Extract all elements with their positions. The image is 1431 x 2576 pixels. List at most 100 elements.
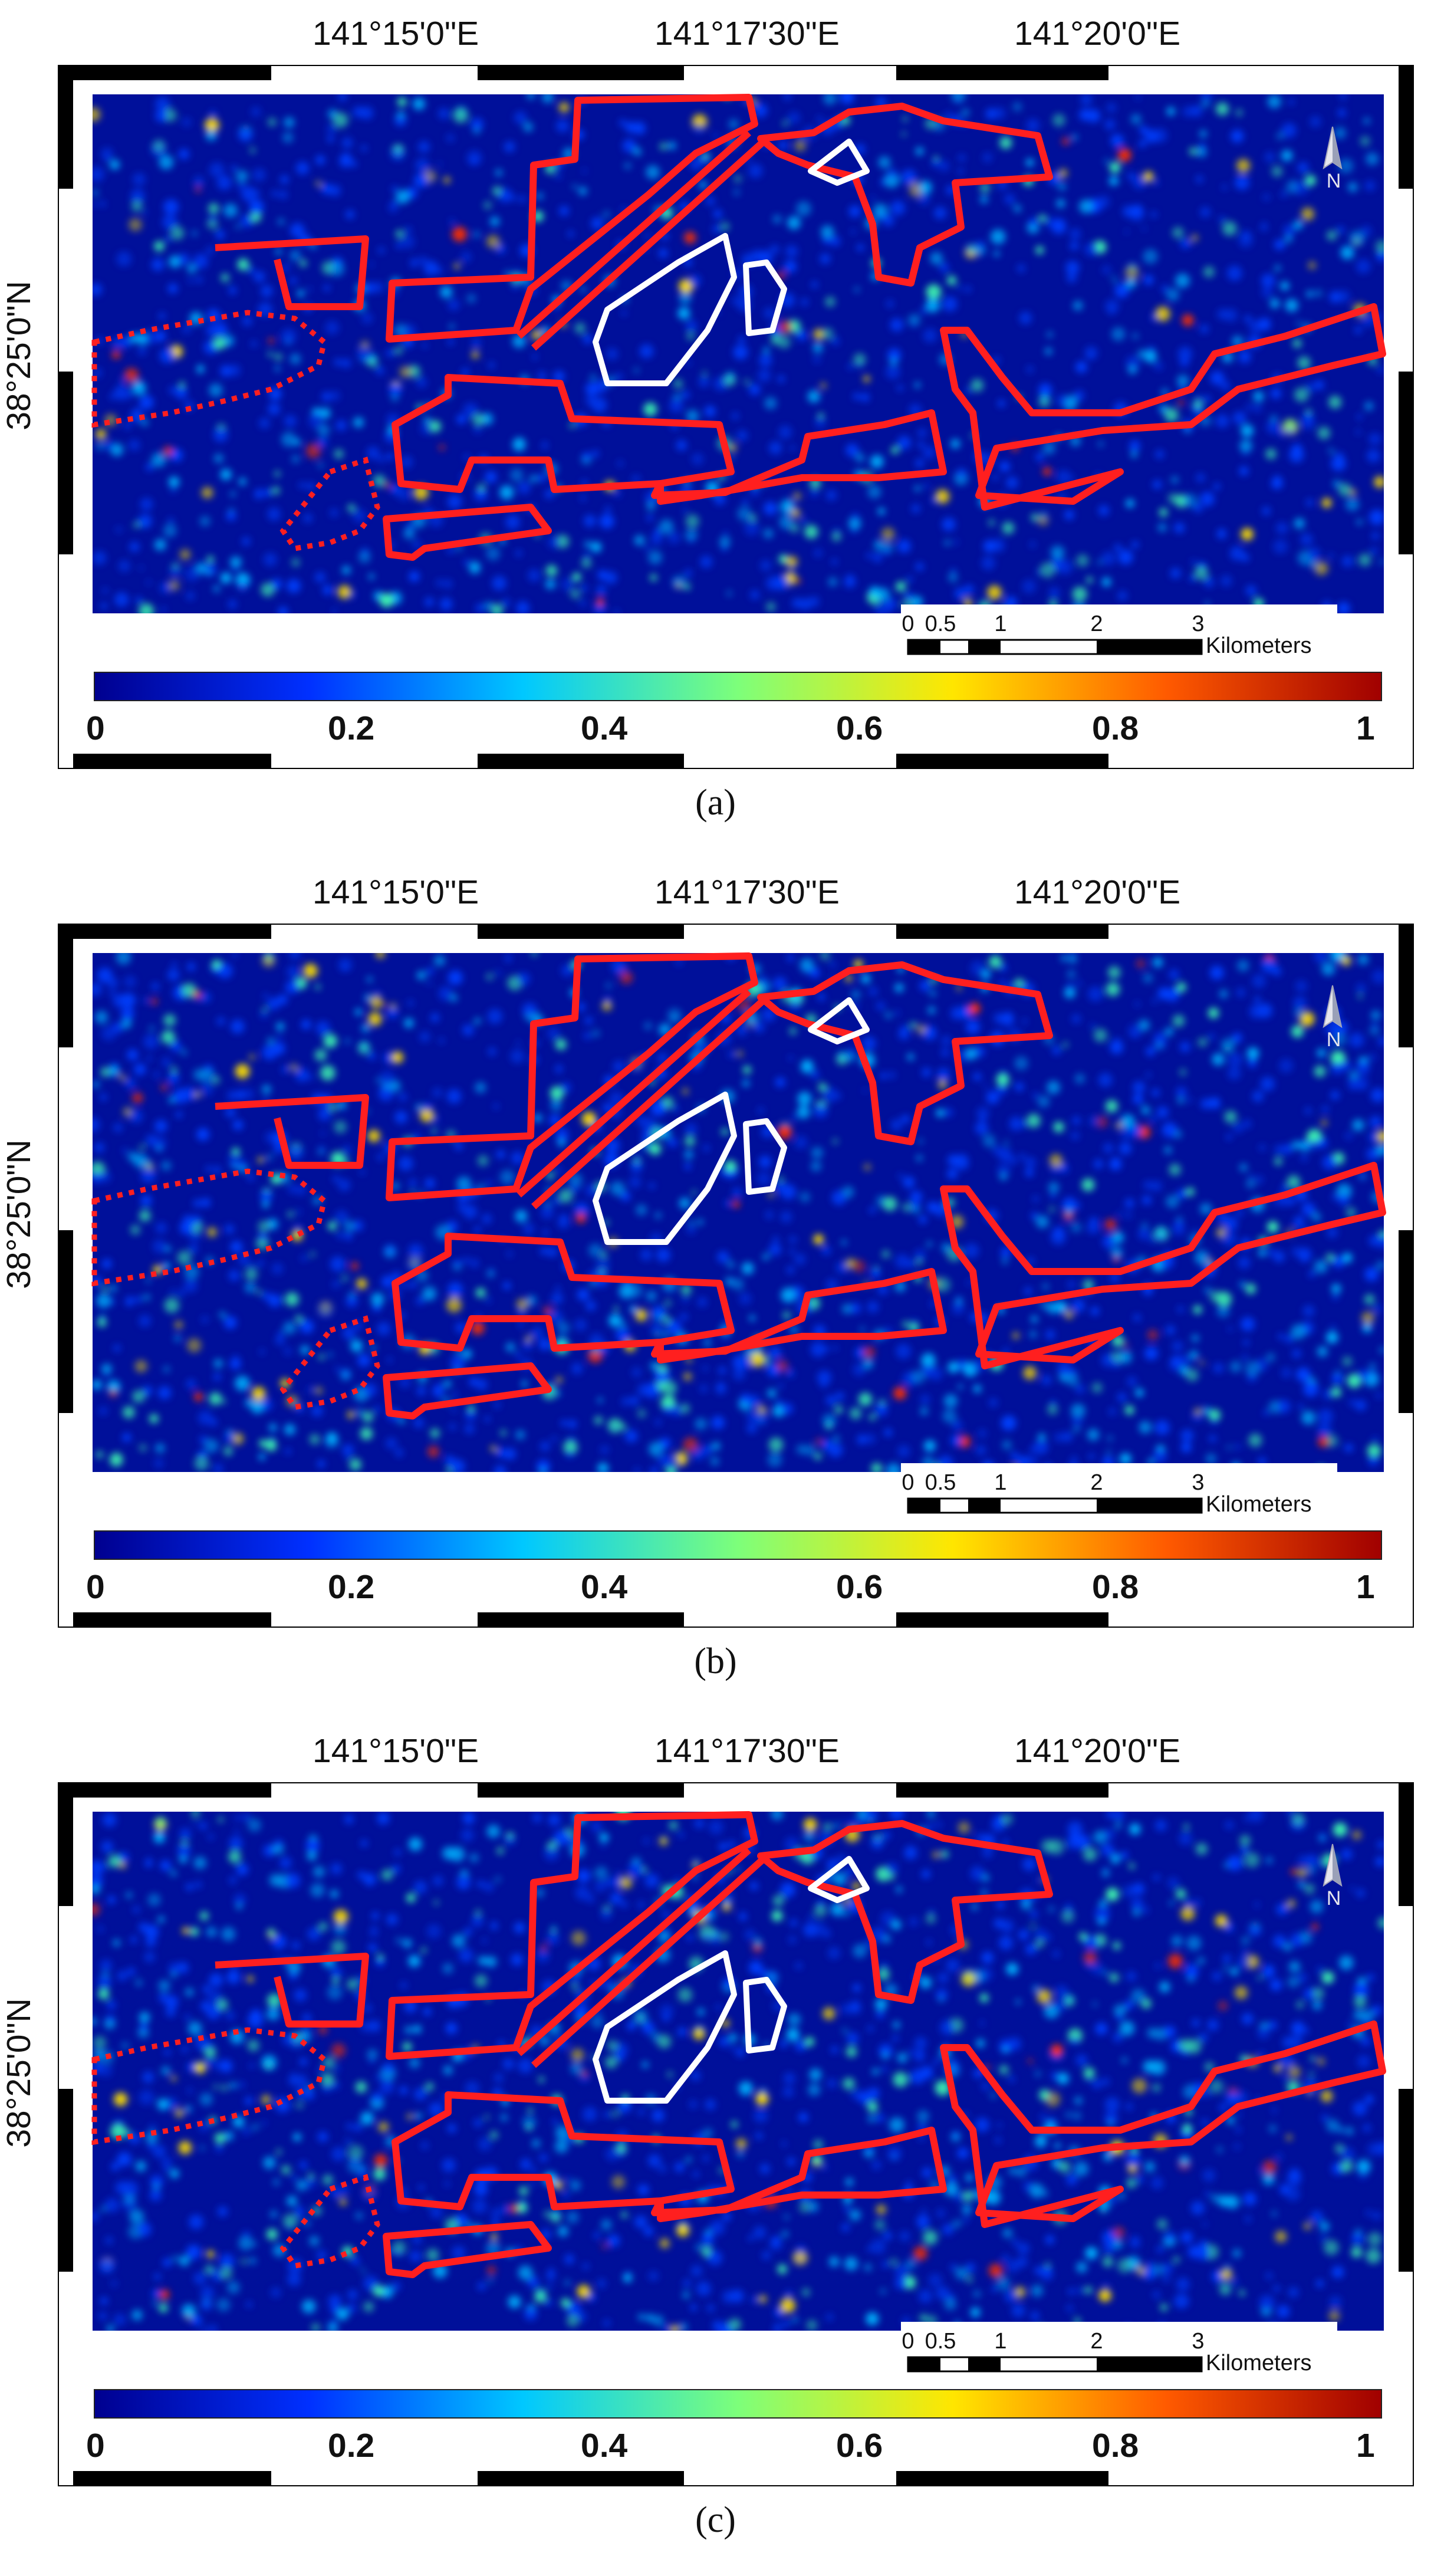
scale-tick-label: 2 <box>1090 1470 1103 1495</box>
map-panel: N 0 0.5 1 2 3 Kilometers 141°15'0"E 141°… <box>0 859 1431 1717</box>
red-dotted-outlines <box>91 1168 380 1410</box>
scale-unit-label: Kilometers <box>1206 633 1312 658</box>
red-polygon <box>517 130 751 339</box>
red-polygon <box>392 2091 947 2222</box>
dotted-polygon <box>279 2174 380 2269</box>
red-polygon <box>386 1811 758 2060</box>
dotted-polygon <box>91 2027 328 2145</box>
colorbar-tick-label: 0.2 <box>328 1568 375 1606</box>
red-polygon <box>392 374 947 505</box>
latitude-label: 38°25'0"N <box>0 281 38 431</box>
colorbar-tick-label: 0.8 <box>1092 1568 1139 1606</box>
red-polygon <box>757 103 1053 287</box>
red-polygon <box>383 504 552 561</box>
white-outline-polygons <box>593 1856 870 2104</box>
map-panel: N 0 0.5 1 2 3 Kilometers 141°15'0"E 141°… <box>0 1717 1431 2576</box>
colorbar-tick-label: 0.8 <box>1092 2427 1139 2465</box>
scale-tick-label: 3 <box>1192 1470 1204 1495</box>
scale-tick-label: 1 <box>994 1470 1006 1495</box>
red-polygon <box>386 94 758 343</box>
raster-map <box>93 953 1384 1472</box>
red-polygon <box>940 1162 1386 1369</box>
white-polygon <box>808 1856 870 1903</box>
graticule-border <box>59 1783 1413 2485</box>
scale-tick-label: 0.5 <box>925 2329 956 2354</box>
colorbar-tick-label: 0.6 <box>836 2427 883 2465</box>
colorbar-tick-label: 0.4 <box>581 1568 628 1606</box>
red-polygon <box>757 961 1053 1145</box>
graticule-border <box>59 925 1413 1627</box>
red-polygon <box>531 997 767 1210</box>
colorbar-tick-label: 0.4 <box>581 2427 628 2465</box>
red-polygon <box>517 1847 751 2056</box>
red-polygon <box>517 988 751 1198</box>
longitude-label: 141°20'0"E <box>1014 873 1181 911</box>
colorbar <box>94 2389 1382 2419</box>
panel-caption: (b) <box>694 1641 737 1681</box>
red-polygon <box>215 235 369 310</box>
colorbar-tick-label: 0.2 <box>328 2427 375 2465</box>
colorbar-tick-label: 0.8 <box>1092 709 1139 747</box>
white-polygon <box>593 1092 737 1245</box>
red-polygon <box>757 1820 1053 2004</box>
dotted-polygon <box>279 456 380 551</box>
scale-tick-label: 3 <box>1192 2329 1204 2354</box>
colorbar-tick-label: 0.2 <box>328 709 375 747</box>
red-dotted-outlines <box>91 310 380 551</box>
scale-tick-label: 0.5 <box>925 612 956 636</box>
red-polygon <box>215 1094 369 1169</box>
scale-tick-label: 0 <box>902 612 914 636</box>
red-dotted-outlines <box>91 2027 380 2269</box>
white-outline-polygons <box>593 997 870 1245</box>
colorbar <box>94 672 1382 701</box>
longitude-label: 141°17'30"E <box>654 1732 840 1770</box>
red-outline-polygons <box>215 94 1386 561</box>
map-frame: N 0 0.5 1 2 3 Kilometers <box>58 65 1414 769</box>
colorbar-tick-label: 0 <box>86 709 105 747</box>
colorbar-tick-label: 0.4 <box>581 709 628 747</box>
panel-caption: (c) <box>695 2500 736 2540</box>
white-polygon <box>743 1977 787 2053</box>
scale-bar: 0 0.5 1 2 3 Kilometers <box>901 604 1337 663</box>
latitude-label: 38°25'0"N <box>0 1139 38 1289</box>
scale-tick-label: 0 <box>902 1470 914 1495</box>
colorbar-tick-label: 0 <box>86 1568 105 1606</box>
red-polygon <box>386 952 758 1201</box>
scale-tick-label: 0 <box>902 2329 914 2354</box>
dotted-polygon <box>91 310 328 428</box>
white-outline-polygons <box>593 139 870 386</box>
colorbar-tick-label: 1 <box>1356 1568 1375 1606</box>
colorbar-tick-label: 0.6 <box>836 1568 883 1606</box>
white-polygon <box>593 1950 737 2104</box>
panel-caption: (a) <box>695 783 736 823</box>
north-arrow-icon: N <box>1323 126 1343 192</box>
change-probability-raster <box>93 1812 1384 2331</box>
white-polygon <box>808 139 870 186</box>
red-polygon <box>383 2221 552 2278</box>
map-frame: N 0 0.5 1 2 3 Kilometers <box>58 924 1414 1628</box>
scale-unit-label: Kilometers <box>1206 2351 1312 2375</box>
scale-tick-label: 0.5 <box>925 1470 956 1495</box>
latitude-label: 38°25'0"N <box>0 1998 38 2148</box>
white-polygon <box>743 259 787 336</box>
colorbar-tick-label: 0.6 <box>836 709 883 747</box>
scale-tick-label: 3 <box>1192 612 1204 636</box>
longitude-label: 141°15'0"E <box>312 15 479 52</box>
longitude-label: 141°20'0"E <box>1014 1732 1181 1770</box>
scale-bar: 0 0.5 1 2 3 Kilometers <box>901 2322 1337 2381</box>
red-polygon <box>383 1362 552 1420</box>
red-polygon <box>940 2020 1386 2228</box>
scale-tick-label: 1 <box>994 2329 1006 2354</box>
north-arrow-icon: N <box>1323 1844 1343 1910</box>
colorbar <box>94 1530 1382 1560</box>
red-polygon <box>215 1953 369 2028</box>
red-outline-polygons <box>215 1811 1386 2278</box>
colorbar-tick-label: 1 <box>1356 2427 1375 2465</box>
longitude-label: 141°15'0"E <box>312 1732 479 1770</box>
north-label: N <box>1327 1887 1341 1910</box>
dotted-polygon <box>91 1168 328 1287</box>
north-label: N <box>1327 1029 1341 1051</box>
scale-tick-label: 2 <box>1090 612 1103 636</box>
longitude-label: 141°20'0"E <box>1014 15 1181 52</box>
colorbar-tick-label: 1 <box>1356 709 1375 747</box>
